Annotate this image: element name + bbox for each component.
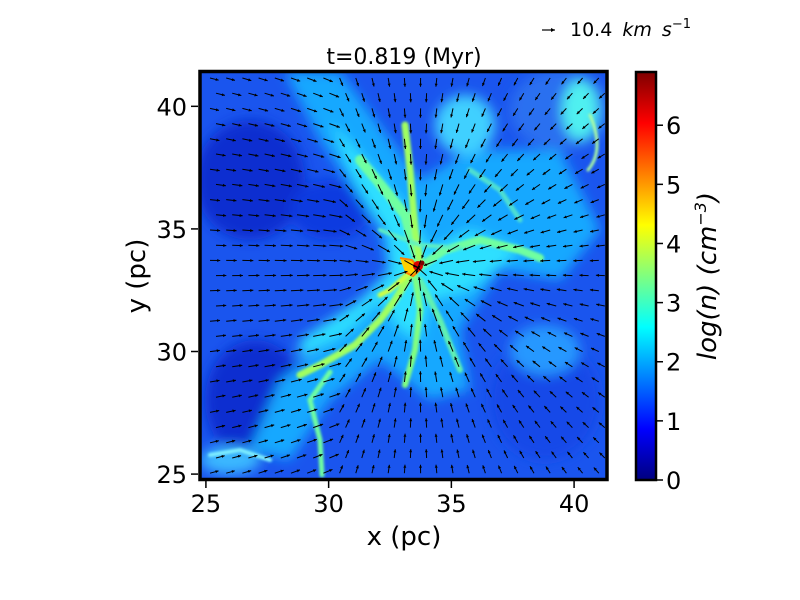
x-tick-label: 30: [313, 490, 344, 518]
y-tick-label: 30: [156, 339, 187, 367]
plot-frame: [198, 69, 609, 482]
y-axis: 25 30 35 40: [156, 93, 198, 489]
y-tick-label: 25: [156, 461, 187, 489]
y-axis-label: y (pc): [122, 239, 152, 314]
velocity-vectors: [209, 77, 606, 474]
x-tick-label: 35: [436, 490, 467, 518]
x-axis: 25 30 35 40: [191, 481, 590, 518]
colorbar-tick-label: 5: [666, 171, 681, 199]
colorbar: 0 1 2 3 4 5 6 log(n) (cm−3): [634, 70, 723, 495]
x-tick-label: 25: [191, 490, 222, 518]
colorbar-tick-label: 6: [666, 112, 681, 140]
quiver-key-value: 10.4: [570, 19, 612, 41]
colorbar-tick-label: 4: [666, 230, 681, 258]
x-tick-label: 40: [559, 490, 590, 518]
x-axis-label: x (pc): [367, 522, 442, 552]
density-map: [201, 72, 606, 479]
quiver-key: 10.4 km s−1: [542, 17, 691, 41]
chart-title: t=0.819 (Myr): [326, 45, 481, 70]
colorbar-tick-label: 0: [666, 467, 681, 495]
y-tick-label: 35: [156, 216, 187, 244]
colorbar-tick-label: 1: [666, 408, 681, 436]
colorbar-label: log(n) (cm−3): [691, 192, 723, 360]
svg-text:10.4 km s−1: 10.4 km s−1: [570, 17, 691, 41]
colorbar-tick-label: 2: [666, 349, 681, 377]
y-tick-label: 40: [156, 93, 187, 121]
colorbar-tick-label: 3: [666, 290, 681, 318]
